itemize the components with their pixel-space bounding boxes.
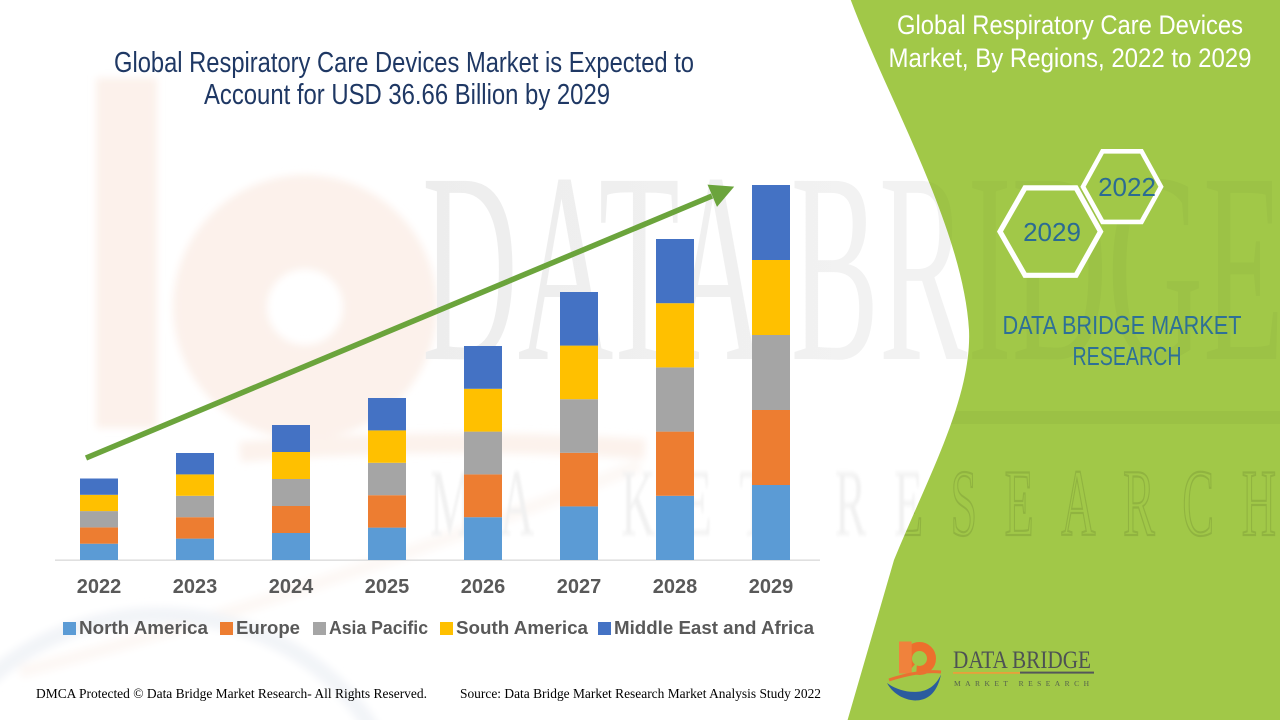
svg-text:2026: 2026 — [461, 576, 506, 598]
svg-text:Asia Pacific: Asia Pacific — [329, 618, 428, 638]
svg-text:2022: 2022 — [1098, 172, 1156, 202]
svg-text:2029: 2029 — [749, 576, 794, 598]
svg-text:North America: North America — [79, 618, 209, 638]
svg-text:Europe: Europe — [236, 618, 300, 638]
svg-text:2027: 2027 — [557, 576, 602, 598]
svg-text:Middle East and Africa: Middle East and Africa — [614, 618, 815, 638]
svg-text:South America: South America — [456, 618, 589, 638]
svg-text:Global Respiratory Care Device: Global Respiratory Care Devices Market i… — [114, 47, 694, 79]
svg-text:RESEARCH: RESEARCH — [1073, 341, 1182, 371]
svg-text:2024: 2024 — [269, 576, 314, 598]
svg-text:2022: 2022 — [77, 576, 122, 598]
svg-text:DATA BRIDGE MARKET: DATA BRIDGE MARKET — [1003, 310, 1242, 340]
svg-text:MARKET RESEARCH: MARKET RESEARCH — [954, 679, 1092, 688]
svg-text:2025: 2025 — [365, 576, 410, 598]
svg-text:DMCA Protected © Data Bridge M: DMCA Protected © Data Bridge Market Rese… — [36, 687, 427, 702]
svg-text:DATA BRIDGE: DATA BRIDGE — [953, 647, 1091, 674]
svg-text:2029: 2029 — [1023, 217, 1081, 247]
svg-text:2023: 2023 — [173, 576, 218, 598]
svg-text:Market, By Regions, 2022 to 20: Market, By Regions, 2022 to 2029 — [889, 43, 1252, 73]
svg-text:Source: Data Bridge Market Res: Source: Data Bridge Market Research Mark… — [460, 687, 821, 702]
svg-text:Global Respiratory Care Device: Global Respiratory Care Devices — [897, 10, 1243, 40]
svg-text:2028: 2028 — [653, 576, 698, 598]
svg-text:Account for USD 36.66 Billion: Account for USD 36.66 Billion by 2029 — [204, 79, 610, 111]
